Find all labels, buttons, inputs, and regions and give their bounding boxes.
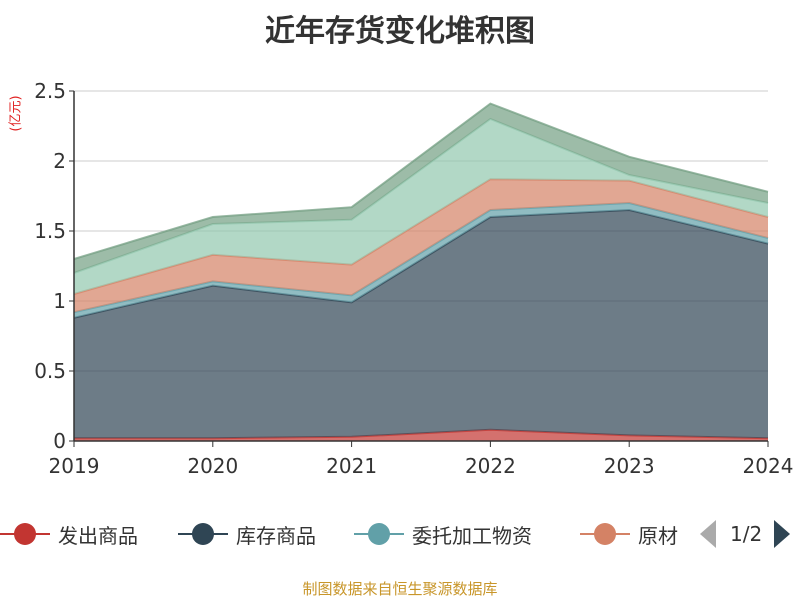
chart-title: 近年存货变化堆积图 bbox=[265, 14, 535, 49]
legend-page-indicator: 1/2 bbox=[730, 522, 763, 546]
legend-item-label: 库存商品 bbox=[236, 523, 316, 548]
x-tick-label: 2022 bbox=[465, 454, 516, 478]
legend-next-page-icon[interactable] bbox=[774, 520, 791, 548]
y-tick-label: 2.5 bbox=[34, 79, 66, 103]
legend-marker-icon bbox=[354, 520, 404, 548]
legend-item-label: 委托加工物资 bbox=[412, 523, 532, 548]
legend-marker-icon bbox=[580, 520, 630, 548]
y-tick-label: 0 bbox=[53, 429, 66, 453]
y-tick-label: 1 bbox=[53, 289, 66, 313]
series-area[interactable] bbox=[74, 203, 768, 318]
x-tick-label: 2021 bbox=[326, 454, 377, 478]
legend-prev-page-icon[interactable] bbox=[700, 520, 716, 548]
series-area[interactable] bbox=[74, 210, 768, 439]
legend-item-label: 发出商品 bbox=[58, 523, 138, 548]
y-tick-label: 0.5 bbox=[34, 359, 66, 383]
legend-item[interactable]: 发出商品 bbox=[0, 520, 138, 548]
series-line bbox=[73, 208, 769, 319]
legend-items-viewport: 发出商品 库存商品 委托加工物资 原材 bbox=[0, 512, 684, 556]
x-tick-label: 2024 bbox=[743, 454, 794, 478]
legend-item-label: 原材 bbox=[638, 523, 678, 548]
series-area[interactable] bbox=[74, 179, 768, 313]
source-note: 制图数据来自恒生聚源数据库 bbox=[302, 580, 498, 598]
legend-marker-icon bbox=[178, 520, 228, 548]
legend-item[interactable]: 委托加工物资 bbox=[354, 520, 532, 548]
series-area[interactable] bbox=[74, 119, 768, 294]
legend-item[interactable]: 原材 bbox=[580, 520, 678, 548]
series-area[interactable] bbox=[74, 103, 768, 273]
x-tick-label: 2019 bbox=[49, 454, 100, 478]
legend-pager: 1/2 bbox=[700, 520, 791, 548]
legend-item[interactable]: 库存商品 bbox=[178, 520, 316, 548]
legend: 发出商品 库存商品 委托加工物资 原材 1/2 bbox=[0, 512, 800, 556]
legend-marker-icon bbox=[0, 520, 50, 548]
y-tick-label: 1.5 bbox=[34, 219, 66, 243]
x-tick-label: 2020 bbox=[187, 454, 238, 478]
x-tick-label: 2023 bbox=[604, 454, 655, 478]
series-line bbox=[73, 102, 769, 260]
y-tick-label: 2 bbox=[53, 149, 66, 173]
